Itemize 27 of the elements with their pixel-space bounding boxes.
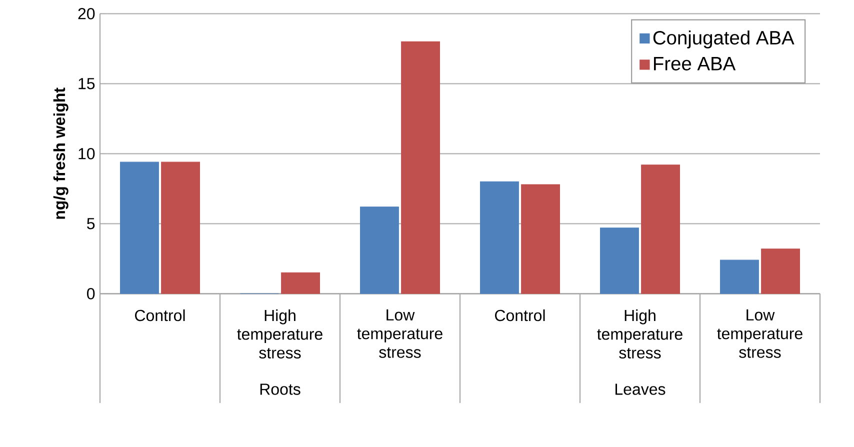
bar: [720, 260, 759, 294]
y-tick-label: 10: [78, 148, 95, 160]
y-tick-label: 15: [78, 78, 95, 90]
y-axis-title: ng/g fresh weight: [53, 88, 68, 219]
text: Roots: [260, 384, 300, 395]
bar: [401, 41, 440, 294]
y-tick-label: 20: [78, 8, 95, 20]
bar: [761, 248, 800, 294]
bar: [281, 272, 320, 294]
bar: [480, 181, 519, 294]
legend-label: Free ABA: [654, 57, 736, 70]
x-tick-label: Low temperature stress: [357, 309, 442, 358]
y-tick-label: 0: [87, 288, 95, 300]
bar: [360, 206, 399, 294]
x-tick-label: High temperature stress: [237, 309, 322, 358]
x-tick-label: High temperature stress: [597, 309, 682, 358]
bar: [521, 184, 560, 294]
text: Leaves: [616, 384, 666, 395]
x-tick-label: Control: [495, 309, 545, 322]
legend-label: Conjugated ABA: [653, 30, 794, 48]
bar: [161, 162, 200, 294]
bar: [120, 162, 159, 294]
bar: [600, 228, 639, 294]
y-tick-label: 5: [87, 218, 95, 230]
bar: [641, 164, 680, 294]
x-tick-label: Control: [135, 309, 185, 322]
x-tick-label: Low temperature stress: [717, 309, 802, 358]
